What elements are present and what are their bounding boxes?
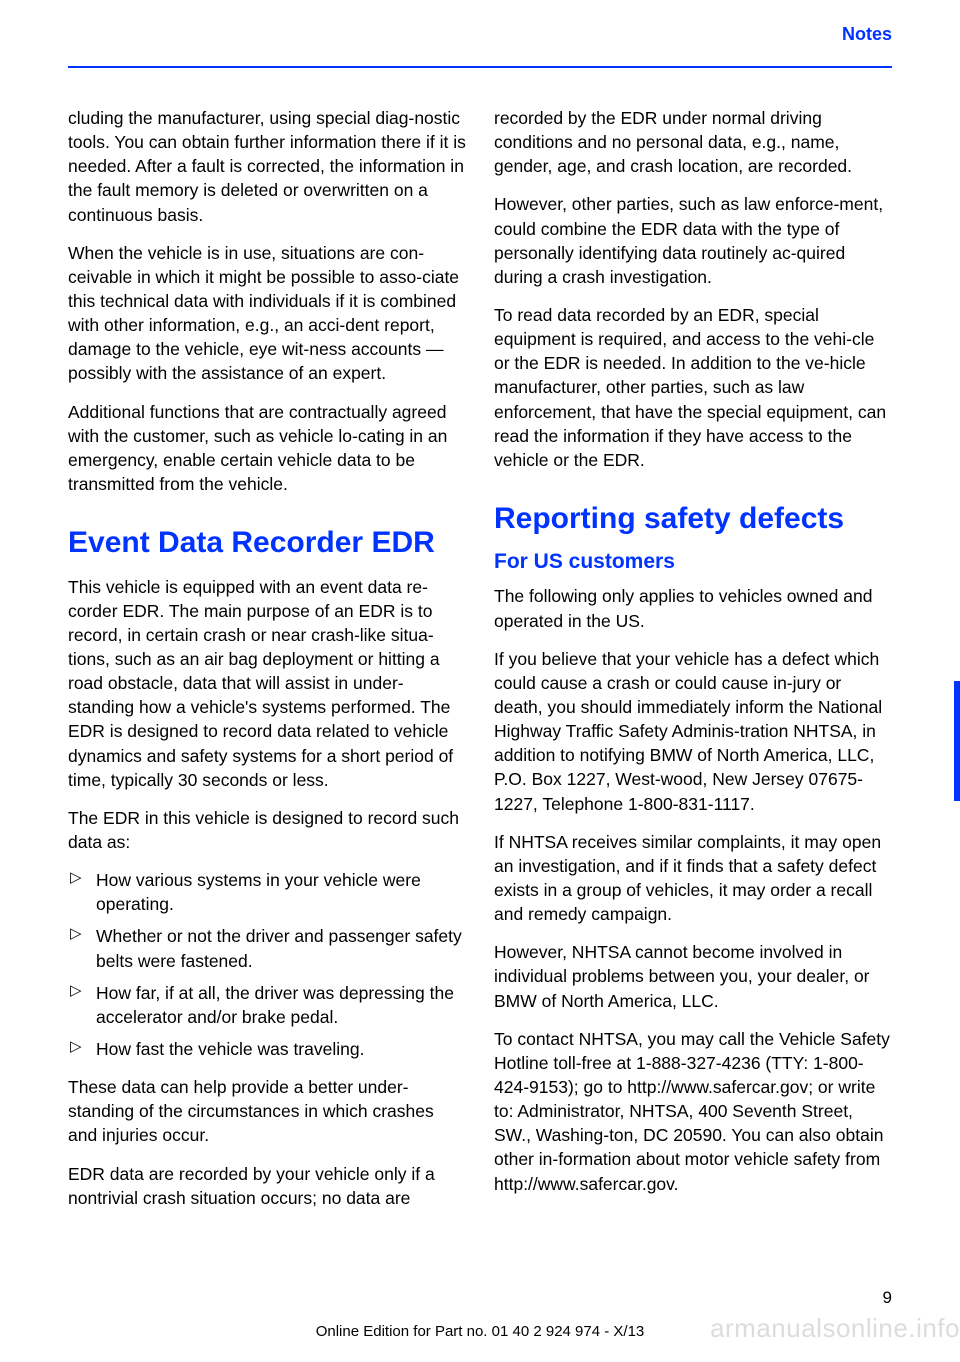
heading-safety-defects: Reporting safety defects bbox=[494, 502, 892, 537]
page-header: Notes bbox=[68, 24, 892, 68]
paragraph: However, other parties, such as law enfo… bbox=[494, 192, 892, 289]
paragraph: When the vehicle is in use, situations a… bbox=[68, 241, 466, 386]
right-column: recorded by the EDR under normal driving… bbox=[494, 106, 892, 1224]
paragraph: These data can help provide a better und… bbox=[68, 1075, 466, 1147]
list-item: Whether or not the driver and passenger … bbox=[68, 924, 466, 972]
paragraph: The following only applies to vehicles o… bbox=[494, 584, 892, 632]
heading-edr: Event Data Recorder EDR bbox=[68, 526, 466, 561]
paragraph: This vehicle is equipped with an event d… bbox=[68, 575, 466, 792]
paragraph: The EDR in this vehicle is designed to r… bbox=[68, 806, 466, 854]
paragraph: Additional functions that are contractua… bbox=[68, 400, 466, 497]
paragraph: To read data recorded by an EDR, special… bbox=[494, 303, 892, 472]
paragraph: EDR data are recorded by your vehicle on… bbox=[68, 1162, 466, 1210]
paragraph: recorded by the EDR under normal driving… bbox=[494, 106, 892, 178]
paragraph: If you believe that your vehicle has a d… bbox=[494, 647, 892, 816]
list-item: How far, if at all, the driver was depre… bbox=[68, 981, 466, 1029]
paragraph: However, NHTSA cannot become involved in… bbox=[494, 940, 892, 1012]
header-rule bbox=[68, 66, 892, 68]
subheading-us-customers: For US customers bbox=[494, 550, 892, 574]
page-number: 9 bbox=[883, 1288, 892, 1308]
footer-edition-line: Online Edition for Part no. 01 40 2 924 … bbox=[316, 1323, 645, 1340]
side-tab-marker bbox=[954, 681, 960, 801]
header-label: Notes bbox=[842, 24, 892, 45]
content-columns: cluding the manufacturer, using special … bbox=[68, 106, 892, 1224]
paragraph: To contact NHTSA, you may call the Vehic… bbox=[494, 1027, 892, 1196]
paragraph: If NHTSA receives similar complaints, it… bbox=[494, 830, 892, 927]
bullet-list: How various systems in your vehicle were… bbox=[68, 868, 466, 1061]
list-item: How fast the vehicle was traveling. bbox=[68, 1037, 466, 1061]
left-column: cluding the manufacturer, using special … bbox=[68, 106, 466, 1224]
paragraph: cluding the manufacturer, using special … bbox=[68, 106, 466, 227]
list-item: How various systems in your vehicle were… bbox=[68, 868, 466, 916]
watermark: armanualsonline.info bbox=[710, 1313, 960, 1344]
